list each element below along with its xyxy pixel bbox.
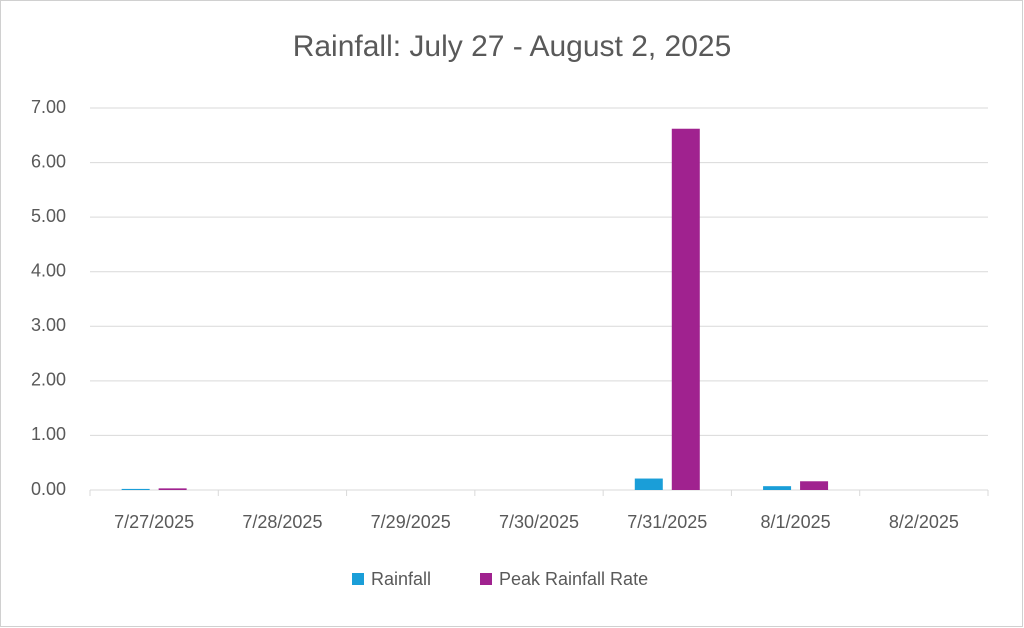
bar <box>121 488 150 490</box>
x-tick-label: 8/2/2025 <box>889 512 959 532</box>
chart-title: Rainfall: July 27 - August 2, 2025 <box>293 30 732 63</box>
legend-swatch <box>352 573 364 585</box>
x-tick-label: 7/29/2025 <box>371 512 451 532</box>
y-tick-label: 6.00 <box>31 151 66 171</box>
bar <box>634 478 663 490</box>
legend-label: Peak Rainfall Rate <box>499 569 648 589</box>
y-tick-label: 2.00 <box>31 370 66 390</box>
y-tick-label: 3.00 <box>31 315 66 335</box>
y-tick-label: 4.00 <box>31 260 66 280</box>
y-tick-label: 5.00 <box>31 206 66 226</box>
bar <box>800 481 829 490</box>
y-tick-label: 7.00 <box>31 97 66 117</box>
legend-label: Rainfall <box>371 569 431 589</box>
y-tick-label: 1.00 <box>31 424 66 444</box>
legend-swatch <box>480 573 492 585</box>
y-tick-label: 0.00 <box>31 479 66 499</box>
bar <box>763 486 792 490</box>
bar <box>671 128 700 491</box>
x-tick-label: 7/30/2025 <box>499 512 579 532</box>
x-tick-label: 7/28/2025 <box>242 512 322 532</box>
bar <box>158 488 187 490</box>
x-tick-label: 8/1/2025 <box>761 512 831 532</box>
x-tick-label: 7/31/2025 <box>627 512 707 532</box>
x-tick-label: 7/27/2025 <box>114 512 194 532</box>
